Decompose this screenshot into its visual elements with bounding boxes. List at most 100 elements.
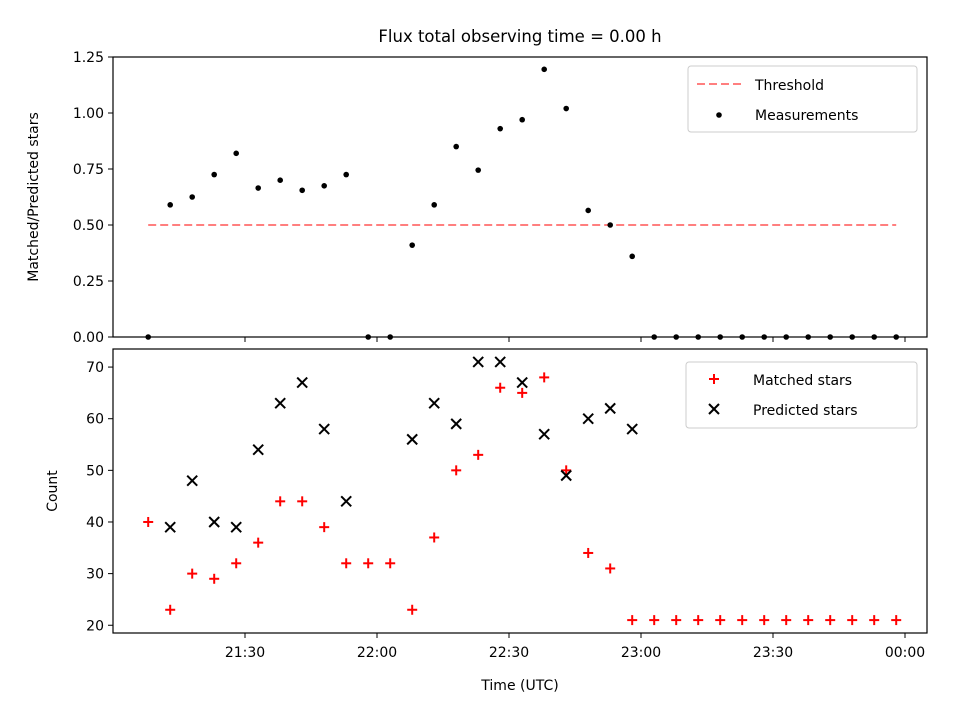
- predicted-star-point: [274, 397, 286, 409]
- predicted-star-point: [560, 469, 572, 482]
- measurement-point: [519, 116, 525, 123]
- chart-title: Flux total observing time = 0.00 h: [378, 27, 661, 46]
- matched-star-point: [495, 382, 506, 393]
- matched-star-point: [429, 532, 440, 543]
- measurement-point: [233, 150, 239, 157]
- matched-star-point: [825, 615, 836, 626]
- x-tick-label: 23:30: [753, 645, 793, 661]
- matched-star-point: [759, 615, 770, 626]
- measurement-point: [541, 66, 547, 73]
- predicted-star-point: [318, 423, 330, 435]
- bottom-panel: Count Time (UTC) 20 30 40 50 60 70 21:30 22:00 2…: [45, 348, 928, 694]
- matched-star-point: [407, 604, 418, 615]
- matched-star-point: [319, 522, 330, 533]
- legend-matched-swatch: [709, 374, 719, 384]
- matched-star-point: [517, 387, 528, 398]
- measurement-point: [277, 177, 284, 183]
- predicted-star-point: [252, 443, 264, 456]
- y-tick-label: 0.00: [73, 330, 104, 346]
- x-tick-label: 00:00: [885, 645, 925, 661]
- legend-predicted-swatch: [708, 403, 720, 415]
- matched-star-point: [297, 496, 308, 507]
- matched-star-point: [451, 465, 462, 476]
- y-tick-label: 0.75: [73, 162, 104, 178]
- y-tick-label: 0.50: [73, 218, 104, 234]
- x-tick-label: 21:30: [225, 645, 265, 661]
- y-tick-label: 30: [86, 567, 104, 583]
- matched-star-point: [605, 563, 616, 574]
- measurement-point: [255, 185, 261, 191]
- y-tick-label: 40: [86, 515, 104, 531]
- measurement-point: [431, 202, 438, 208]
- legend-measurements-label: Measurements: [755, 108, 858, 124]
- matched-star-point: [627, 615, 638, 626]
- matched-star-point: [869, 615, 880, 626]
- measurement-point: [409, 242, 416, 248]
- predicted-star-point: [516, 376, 528, 389]
- bottom-y-axis-label: Count: [45, 470, 61, 512]
- predicted-star-point: [494, 356, 506, 368]
- matched-star-point: [275, 496, 286, 507]
- matched-star-point: [363, 558, 374, 569]
- predicted-star-point: [626, 423, 638, 435]
- matched-star-point: [473, 449, 484, 460]
- matched-star-point: [693, 615, 704, 626]
- predicted-star-point: [340, 495, 352, 508]
- legend-threshold-label: Threshold: [754, 78, 824, 94]
- measurement-point: [189, 194, 195, 200]
- matched-star-point: [385, 558, 396, 569]
- matched-star-point: [737, 615, 748, 626]
- predicted-star-point: [450, 418, 462, 430]
- matched-star-point: [671, 615, 682, 626]
- matched-star-point: [209, 573, 220, 584]
- predicted-star-point: [230, 521, 242, 533]
- measurement-point: [299, 187, 306, 194]
- measurement-point: [585, 207, 591, 214]
- predicted-star-point: [186, 474, 198, 487]
- top-legend: Threshold Measurements: [687, 65, 918, 133]
- x-tick-label: 22:30: [489, 645, 529, 661]
- measurement-point: [629, 253, 635, 260]
- predicted-star-point: [472, 356, 484, 368]
- bottom-legend: Matched stars Predicted stars: [685, 361, 918, 429]
- predicted-star-point: [604, 402, 616, 415]
- y-tick-label: 1.00: [73, 106, 104, 122]
- top-y-axis-label: Matched/Predicted stars: [26, 112, 42, 282]
- measurement-point: [607, 222, 613, 228]
- measurement-point: [563, 105, 569, 112]
- y-tick-label: 70: [86, 360, 104, 376]
- matched-star-point: [143, 516, 154, 527]
- predicted-star-point: [164, 521, 176, 533]
- legend-matched-label: Matched stars: [753, 373, 852, 389]
- measurement-point: [453, 143, 460, 150]
- matched-star-point: [891, 615, 902, 626]
- x-tick-label: 23:00: [621, 645, 661, 661]
- measurement-point: [343, 171, 350, 178]
- matched-star-point: [187, 568, 198, 579]
- y-tick-label: 0.25: [73, 274, 104, 290]
- predicted-star-point: [428, 397, 440, 409]
- matched-star-point: [341, 558, 352, 569]
- matched-star-point: [539, 372, 550, 383]
- matched-star-point: [583, 547, 594, 558]
- x-axis-label: Time (UTC): [480, 678, 558, 694]
- matched-star-point: [715, 615, 726, 626]
- y-tick-label: 20: [86, 618, 104, 634]
- measurement-point: [211, 171, 217, 178]
- predicted-star-point: [582, 413, 594, 425]
- matched-star-point: [231, 558, 242, 569]
- matched-star-point: [781, 615, 792, 626]
- legend-predicted-label: Predicted stars: [753, 403, 858, 419]
- measurement-point: [497, 125, 504, 132]
- matched-star-point: [803, 615, 814, 626]
- matched-star-point: [649, 615, 660, 626]
- y-tick-label: 1.25: [73, 50, 104, 66]
- measurement-point: [167, 202, 173, 208]
- predicted-star-point: [208, 516, 220, 528]
- predicted-star-point: [538, 428, 550, 440]
- x-tick-label: 22:00: [357, 645, 397, 661]
- measurement-point: [475, 167, 482, 173]
- bottom-plot-frame: [112, 348, 928, 634]
- matched-star-point: [847, 615, 858, 626]
